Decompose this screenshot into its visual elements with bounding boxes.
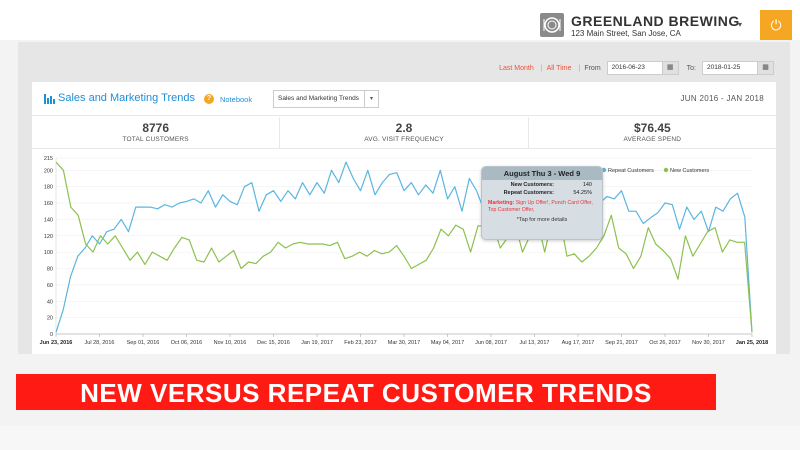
panel-title: Sales and Marketing Trends [58, 92, 195, 104]
chart-tooltip[interactable]: August Thu 3 - Wed 9 New Customers: 140 … [481, 166, 603, 240]
y-tick-label: 0 [50, 332, 53, 338]
caret-down-icon[interactable]: ▾ [738, 20, 743, 29]
series-line-1 [55, 161, 753, 333]
line-chart[interactable]: 0 20 40 60 80 100 120 140 160 180 200 215 Jun 23, 20… [32, 150, 776, 354]
y-tick-label: 200 [44, 168, 53, 174]
restaurant-plate-icon [540, 13, 564, 37]
y-tick-label: 215 [44, 156, 53, 162]
last-month-link[interactable]: Last Month [499, 64, 534, 72]
stat-value: 2.8 [395, 121, 413, 135]
notebook-link[interactable]: Notebook [220, 95, 253, 104]
power-icon: ⏻ [770, 17, 782, 33]
stat-total-customers: 8776 TOTAL CUSTOMERS [32, 117, 281, 148]
tooltip-repeat-value: 54.25% [573, 190, 592, 196]
legend-label: Repeat Customers [608, 168, 654, 174]
stat-label: AVERAGE SPEND [623, 136, 682, 143]
y-tick-label: 60 [47, 283, 53, 289]
divider: | [540, 64, 543, 72]
tooltip-new-value: 140 [582, 182, 592, 188]
legend-swatch [663, 167, 669, 173]
x-tick-label: Sep 01, 2016 [127, 340, 160, 346]
divider: | [578, 64, 581, 72]
stat-label: TOTAL CUSTOMERS [122, 136, 189, 143]
x-tick-label: Aug 17, 2017 [562, 340, 595, 346]
all-time-link[interactable]: All Time [546, 64, 572, 72]
tooltip-row-repeat: Repeat Customers: 54.25% [482, 190, 602, 196]
tooltip-marketing: Marketing: Sign Up Offer!, Punch Card Of… [488, 200, 596, 213]
bottom-strip [0, 426, 800, 450]
x-tick-label: Jan 25, 2018 [736, 340, 768, 346]
tooltip-row-new: New Customers: 140 [482, 182, 602, 188]
main-content: Last Month | All Time | From 2016-06-23 … [18, 42, 790, 354]
brand-name: GREENLAND BREWING [571, 13, 740, 29]
tooltip-repeat-label: Repeat Customers: [503, 190, 554, 196]
x-tick-label: May 04, 2017 [431, 340, 464, 346]
y-tick-label: 180 [44, 185, 53, 191]
report-select[interactable]: Sales and Marketing Trends ▾ [273, 90, 379, 108]
y-tick-label: 20 [47, 316, 53, 322]
x-tick-label: Mar 30, 2017 [388, 340, 420, 346]
x-tick-label: Sep 21, 2017 [605, 340, 638, 346]
tooltip-title: August Thu 3 - Wed 9 [482, 167, 602, 180]
calendar-icon[interactable]: ▦ [758, 61, 774, 75]
tooltip-marketing-label: Marketing: [488, 200, 515, 206]
calendar-icon[interactable]: ▦ [662, 61, 679, 75]
chart-svg: 0 20 40 60 80 100 120 140 160 180 200 215 Jun 23, 20… [40, 156, 769, 346]
x-tick-label: Jun 08, 2017 [475, 340, 507, 346]
stat-value: $76.45 [633, 121, 671, 135]
top-header: GREENLAND BREWING 123 Main Street, San J… [0, 0, 800, 40]
from-label: From [584, 64, 601, 72]
x-tick-label: Nov 10, 2016 [214, 340, 247, 346]
stat-average-spend: $76.45 AVERAGE SPEND [529, 117, 776, 148]
legend-label: New Customers [670, 168, 709, 174]
x-tick-label: Jan 19, 2017 [301, 340, 333, 346]
x-tick-label: Dec 15, 2016 [257, 340, 290, 346]
stat-label: AVG. VISIT FREQUENCY [364, 136, 444, 143]
power-button[interactable]: ⏻ [760, 10, 792, 40]
x-tick-label: Feb 23, 2017 [344, 340, 376, 346]
bar-chart-icon [44, 94, 55, 104]
x-tick-label: Oct 06, 2016 [171, 340, 203, 346]
x-tick-label: Jun 23, 2016 [40, 340, 73, 346]
trends-panel: Sales and Marketing Trends ? Notebook Sa… [32, 82, 776, 354]
stat-value: 8776 [142, 121, 170, 135]
tooltip-new-label: New Customers: [510, 182, 554, 188]
x-tick-label: Jul 13, 2017 [520, 340, 550, 346]
series-line-0 [55, 161, 753, 333]
caption-banner: NEW VERSUS REPEAT CUSTOMER TRENDS [16, 374, 716, 410]
stat-visit-frequency: 2.8 AVG. VISIT FREQUENCY [280, 117, 529, 148]
y-tick-label: 40 [47, 299, 53, 305]
stats-row: 8776 TOTAL CUSTOMERS 2.8 AVG. VISIT FREQ… [32, 117, 776, 149]
y-tick-label: 80 [47, 267, 53, 273]
tooltip-marketing-text: Sign Up Offer!, Punch Card Offer, Top Cu… [488, 200, 593, 213]
y-tick-label: 120 [44, 234, 53, 240]
question-icon[interactable]: ? [204, 94, 214, 104]
y-tick-label: 160 [44, 201, 53, 207]
brand-address: 123 Main Street, San Jose, CA [571, 29, 681, 38]
caret-down-icon: ▾ [364, 91, 378, 107]
x-tick-label: Nov 30, 2017 [692, 340, 725, 346]
to-date-input[interactable]: 2018-01-25 [702, 61, 758, 75]
x-tick-label: Jul 28, 2016 [85, 340, 115, 346]
panel-header: Sales and Marketing Trends ? Notebook Sa… [32, 82, 776, 116]
to-label: To: [686, 64, 696, 72]
tooltip-tap-hint: *Tap for more details [516, 217, 568, 223]
date-range: JUN 2016 - JAN 2018 [680, 94, 764, 103]
x-tick-label: Oct 26, 2017 [649, 340, 681, 346]
from-date-input[interactable]: 2016-06-23 [606, 61, 663, 75]
report-select-value: Sales and Marketing Trends [278, 95, 359, 102]
y-tick-label: 140 [44, 217, 53, 223]
date-filter: Last Month | All Time | From 2016-06-23 … [499, 60, 774, 76]
y-tick-label: 100 [44, 250, 53, 256]
